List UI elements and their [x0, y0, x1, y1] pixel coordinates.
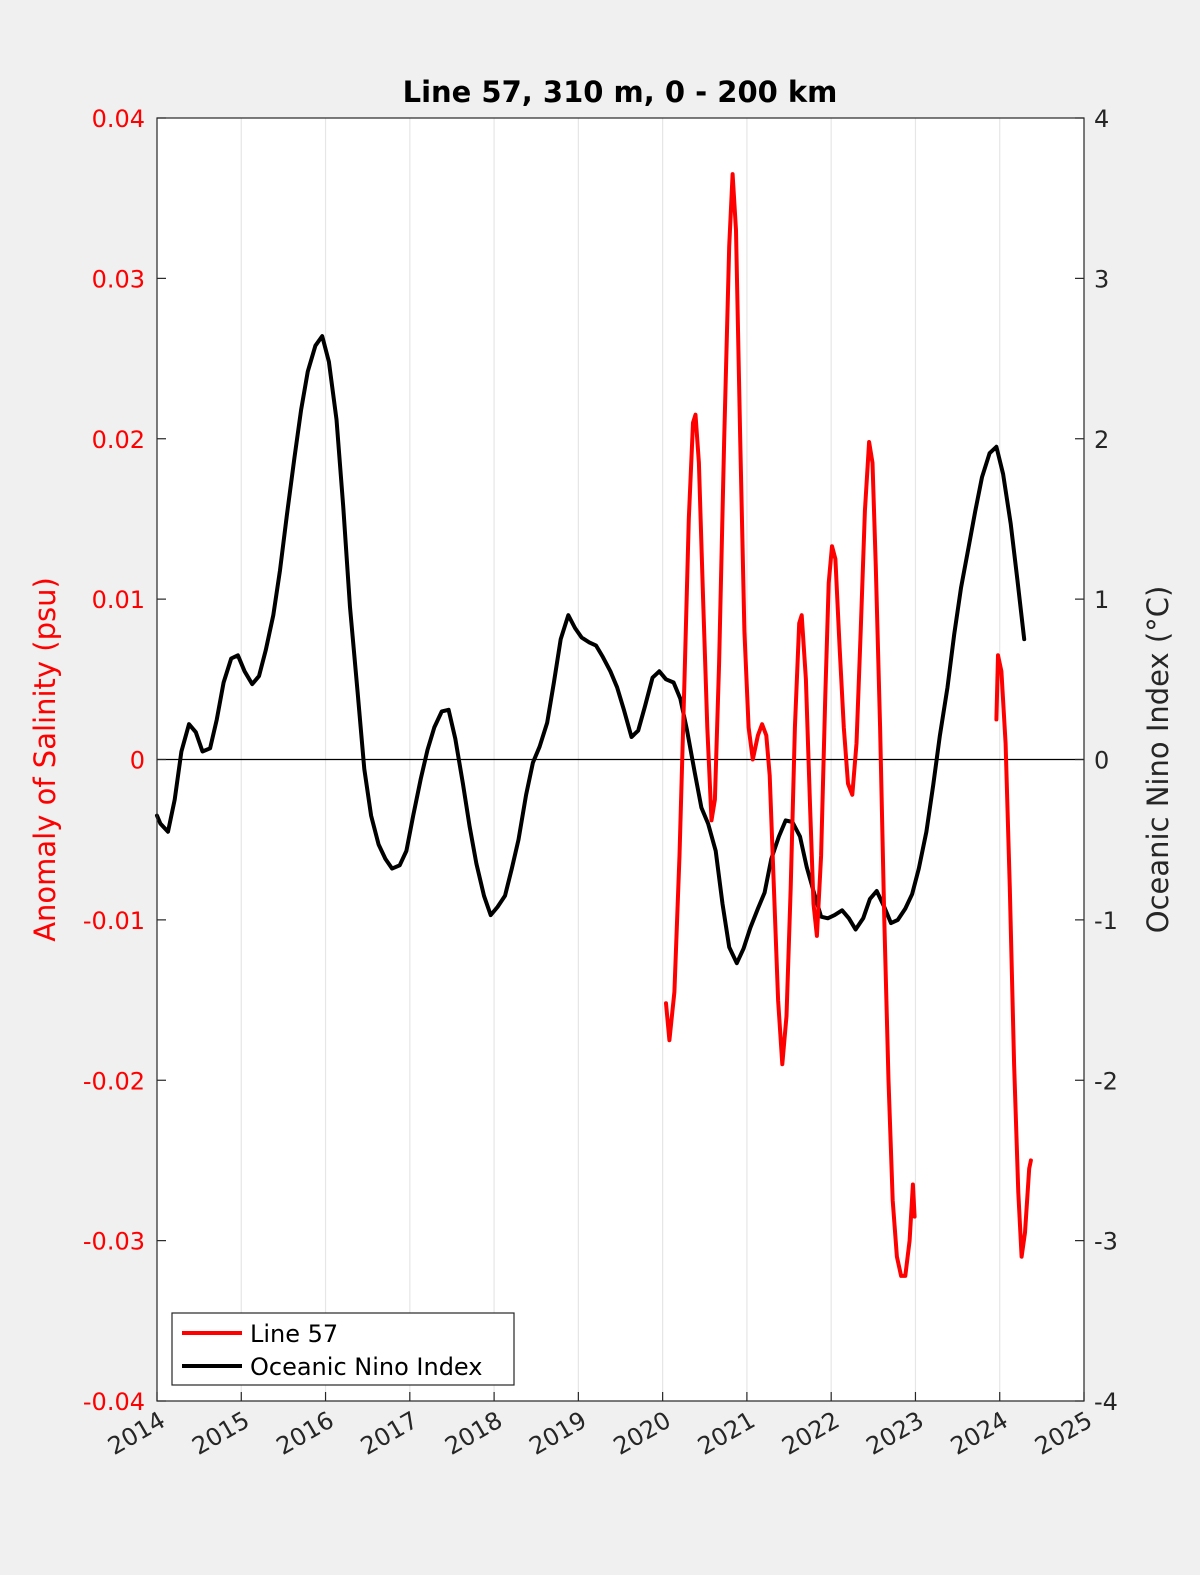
x-tick-label: 2022 [777, 1406, 844, 1461]
y-left-tick-label: -0.04 [83, 1388, 145, 1416]
line57-series-line [664, 172, 917, 1278]
y-right-tick-label: -4 [1094, 1388, 1118, 1416]
y-right-tick-label: 0 [1094, 747, 1109, 775]
line57-series-line [994, 653, 1033, 1259]
x-tick-label: 2018 [440, 1406, 507, 1461]
y-left-tick-label: -0.02 [83, 1067, 145, 1095]
legend: Line 57 Oceanic Nino Index [171, 1312, 515, 1386]
y-left-tick-label: -0.01 [83, 907, 145, 935]
y-left-tick-label: -0.03 [83, 1228, 145, 1256]
y-left-tick-label: 0.04 [92, 105, 145, 133]
x-tick-label: 2016 [272, 1406, 339, 1461]
y-right-tick-label: -3 [1094, 1228, 1118, 1256]
y-left-tick-label: 0.01 [92, 586, 145, 614]
series-layer [155, 172, 1033, 1278]
y-axis-right-label: Oceanic Nino Index (°C) [1141, 586, 1175, 934]
y-right-tick-label: 1 [1094, 586, 1109, 614]
x-tick-label: 2019 [524, 1406, 591, 1461]
x-tick-label: 2025 [1030, 1406, 1097, 1461]
y-left-tick-label: 0 [130, 747, 145, 775]
chart-title: Line 57, 310 m, 0 - 200 km [403, 75, 838, 109]
y-right-tick-label: -2 [1094, 1067, 1118, 1095]
y-axis-left-label: Anomaly of Salinity (psu) [28, 577, 62, 942]
x-tick-label: 2020 [609, 1406, 676, 1461]
y-right-tick-label: 2 [1094, 426, 1109, 454]
legend-box [171, 1312, 515, 1386]
oni-series-line [155, 334, 1027, 966]
x-tick-label: 2017 [356, 1406, 423, 1461]
y-left-tick-label: 0.03 [92, 265, 145, 293]
x-tick-label: 2015 [187, 1406, 254, 1461]
y-right-tick-label: 3 [1094, 265, 1109, 293]
x-tick-label: 2021 [693, 1406, 760, 1461]
x-tick-label: 2024 [946, 1406, 1013, 1461]
legend-line57-label: Line 57 [250, 1320, 338, 1348]
y-right-tick-label: 4 [1094, 105, 1109, 133]
legend-oni-label: Oceanic Nino Index [250, 1353, 482, 1381]
y-left-tick-label: 0.02 [92, 426, 145, 454]
y-right-tick-label: -1 [1094, 907, 1118, 935]
x-tick-label: 2023 [862, 1406, 929, 1461]
